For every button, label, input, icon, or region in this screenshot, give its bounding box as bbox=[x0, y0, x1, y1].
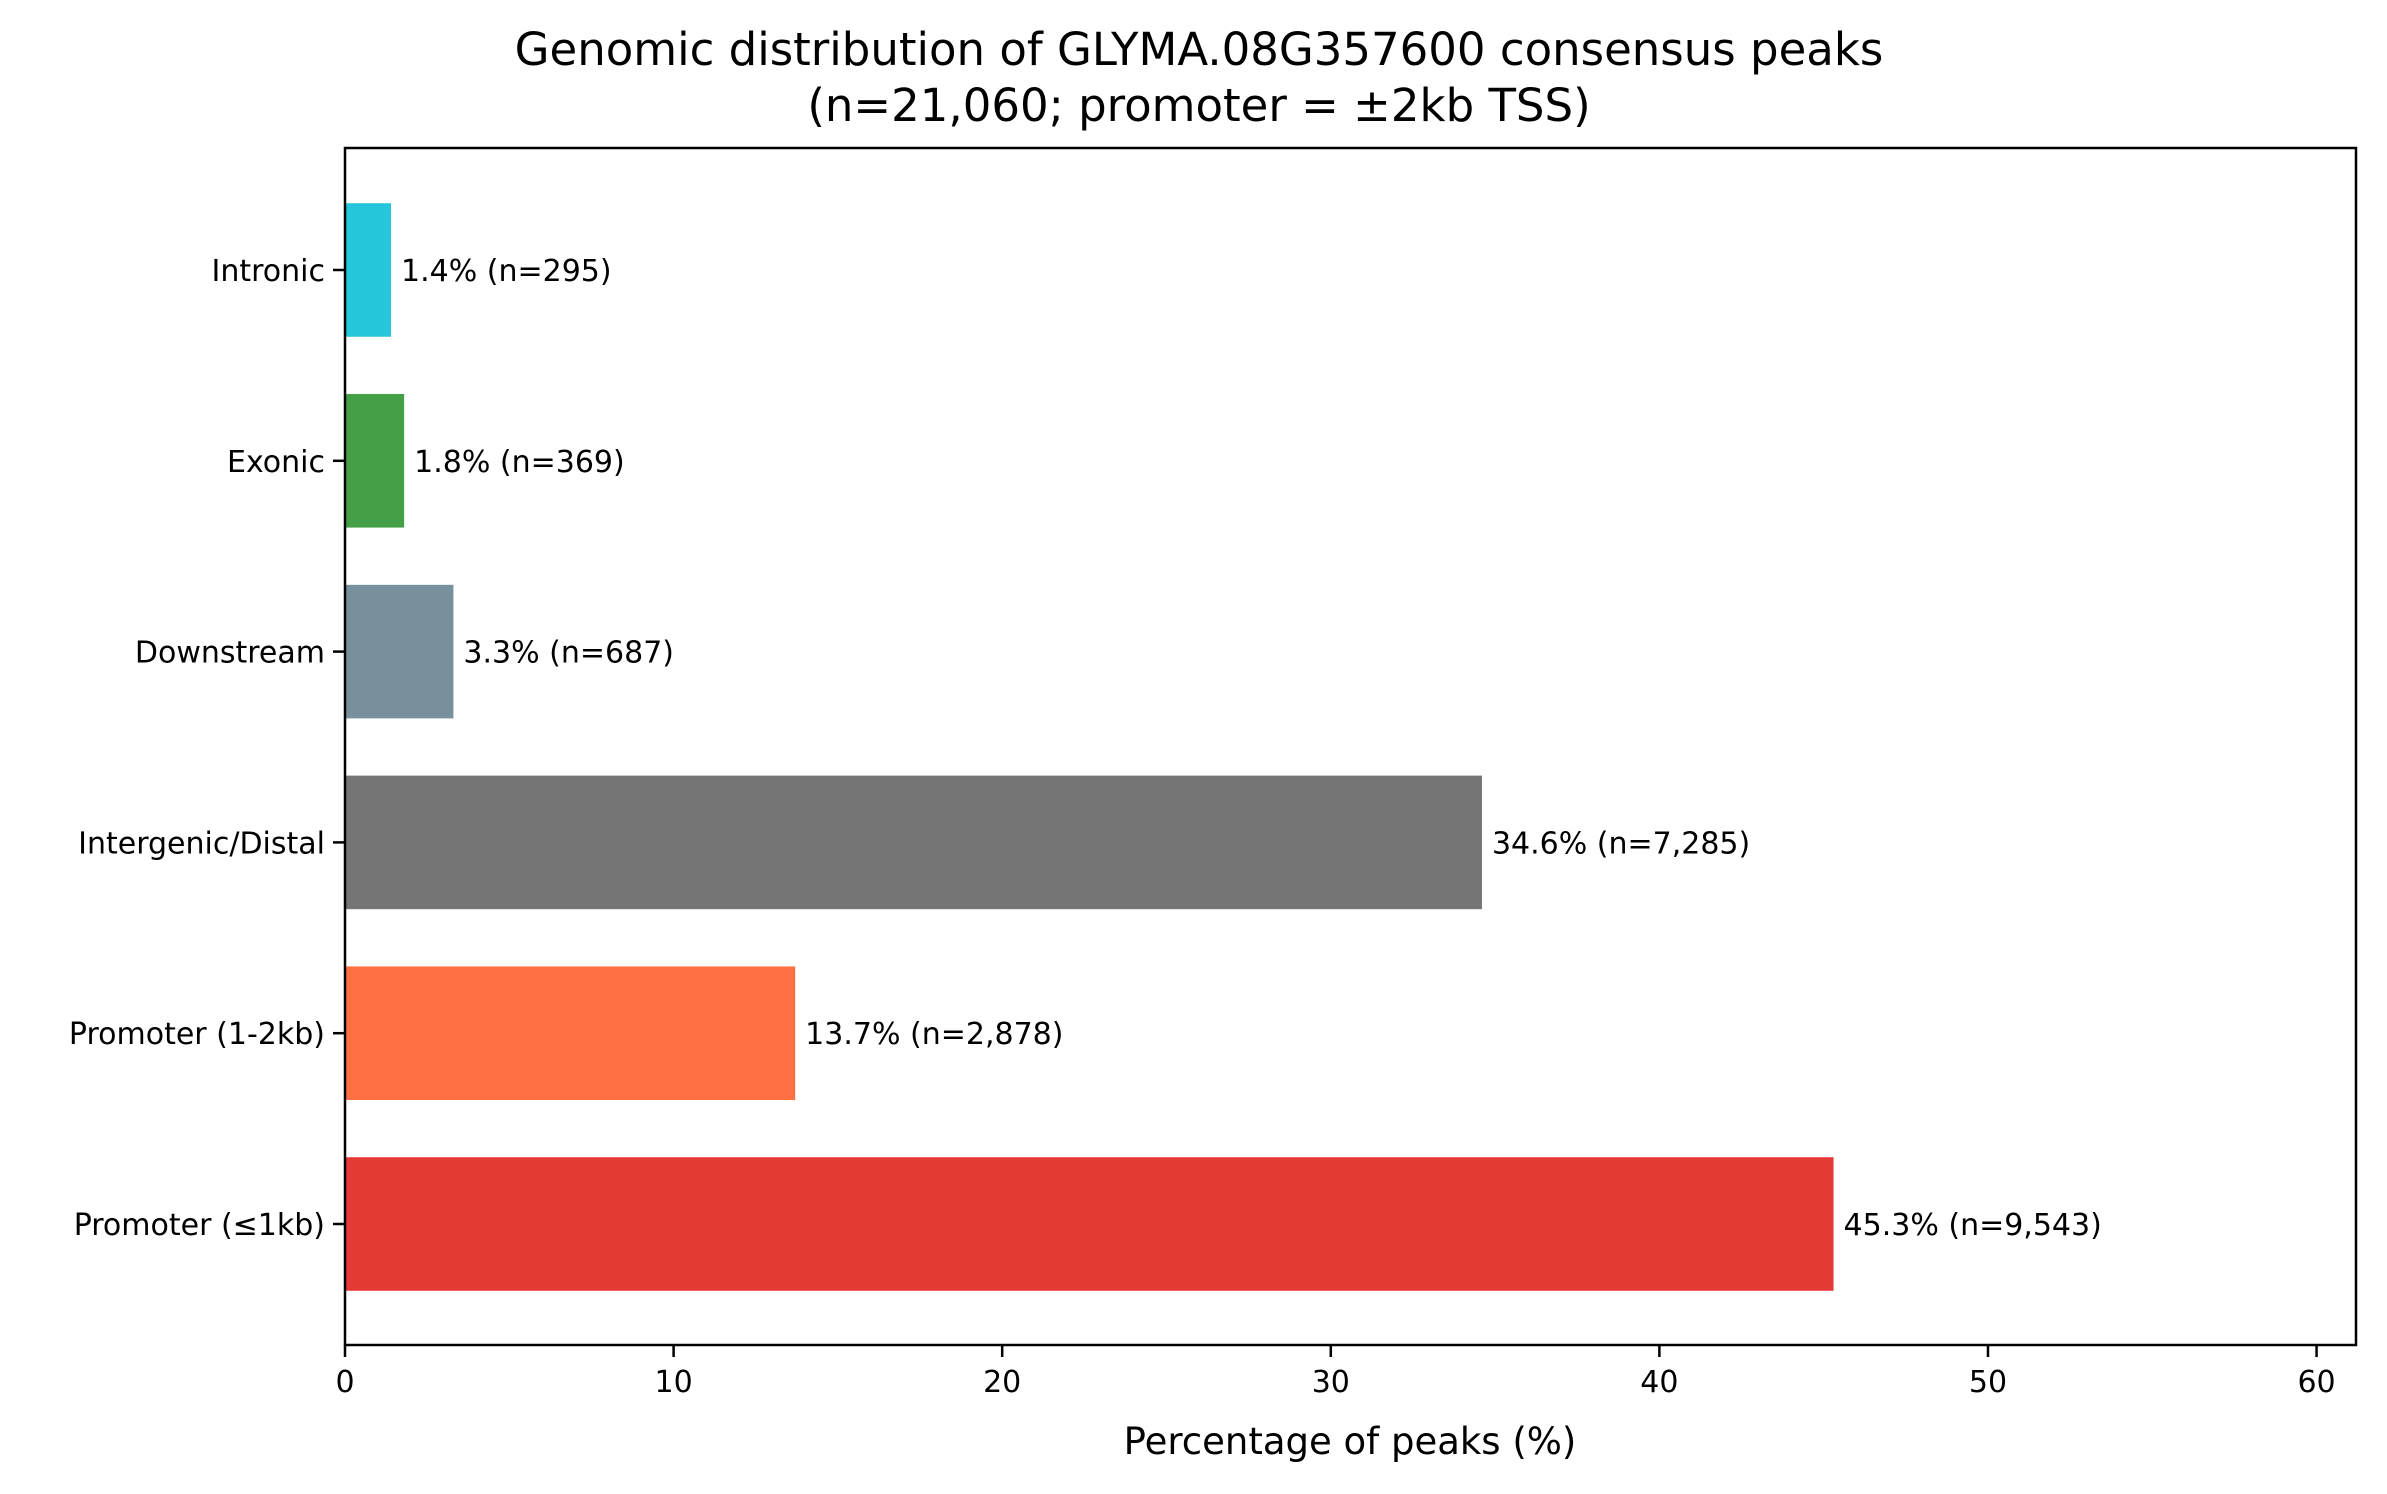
y-tick-label: Intronic bbox=[212, 254, 326, 289]
bar bbox=[345, 203, 392, 337]
x-tick-label: 50 bbox=[1969, 1365, 2007, 1400]
bar bbox=[345, 584, 454, 719]
y-axis: Promoter (≤1kb) Promoter (1-2kb) Intergeni… bbox=[69, 254, 345, 1243]
bar bbox=[345, 394, 405, 528]
x-tick-label: 0 bbox=[335, 1365, 354, 1400]
bar bbox=[345, 775, 1482, 910]
bars-group: 45.3% (n=9,543) 13.7% (n=2,878) 34.6% (n=7… bbox=[345, 203, 2102, 1291]
plot-frame bbox=[343, 146, 2358, 1347]
chart-title: Genomic distribution of GLYMA.08G357600 … bbox=[515, 23, 1884, 76]
bar bbox=[345, 1157, 1834, 1291]
x-tick-label: 40 bbox=[1640, 1365, 1678, 1400]
chart-subtitle: (n=21,060; promoter = ±2kb TSS) bbox=[807, 79, 1590, 132]
data-label: 1.4% (n=295) bbox=[401, 254, 612, 289]
x-tick-label: 60 bbox=[2297, 1365, 2335, 1400]
x-tick-label: 10 bbox=[655, 1365, 693, 1400]
data-label: 34.6% (n=7,285) bbox=[1492, 826, 1750, 861]
y-tick-label: Downstream bbox=[135, 636, 325, 671]
bar bbox=[345, 966, 796, 1100]
y-tick-label: Exonic bbox=[227, 445, 325, 480]
data-label: 45.3% (n=9,543) bbox=[1844, 1208, 2102, 1243]
y-tick-label: Promoter (≤1kb) bbox=[74, 1208, 325, 1243]
data-label: 3.3% (n=687) bbox=[463, 636, 674, 671]
data-label: 13.7% (n=2,878) bbox=[805, 1017, 1063, 1052]
y-tick-label: Intergenic/Distal bbox=[78, 826, 325, 861]
data-label: 1.8% (n=369) bbox=[414, 445, 625, 480]
y-tick-label: Promoter (1-2kb) bbox=[69, 1017, 325, 1052]
x-axis-label: Percentage of peaks (%) bbox=[1124, 1420, 1577, 1463]
x-tick-label: 30 bbox=[1312, 1365, 1350, 1400]
x-axis: 0 10 20 30 40 50 60 bbox=[335, 1345, 2336, 1400]
x-tick-label: 20 bbox=[983, 1365, 1021, 1400]
